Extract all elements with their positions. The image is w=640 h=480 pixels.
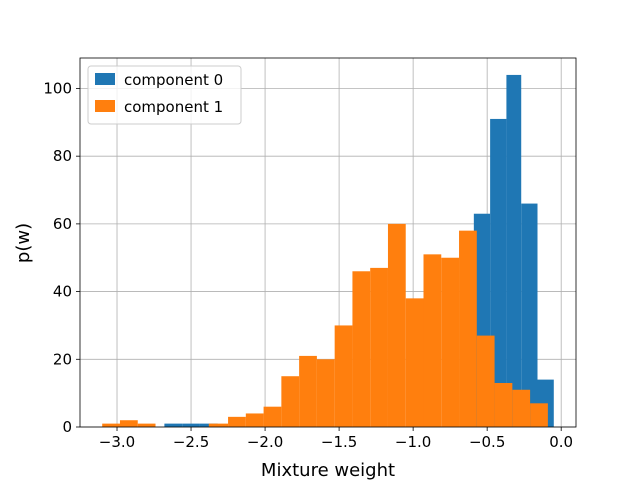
histogram-bar-component-1 [316, 359, 335, 427]
x-tick-label: −2.0 [247, 433, 283, 451]
legend-box [87, 65, 242, 125]
legend-swatch-component-1 [95, 100, 115, 112]
x-tick-label: −3.0 [99, 433, 135, 451]
x-axis-label: Mixture weight [261, 460, 395, 480]
histogram-bar-component-1 [387, 223, 406, 427]
histogram-bar-component-1 [494, 382, 513, 427]
histogram-bar-component-1 [263, 406, 282, 427]
y-axis-label: p(w) [13, 223, 34, 263]
histogram-bar-component-1 [102, 423, 120, 427]
histogram-bar-component-1 [441, 257, 460, 427]
y-tick-label: 0 [62, 418, 72, 436]
y-tick-label: 80 [53, 147, 72, 165]
histogram-bar-component-1 [352, 271, 371, 427]
histogram-bar-component-1 [476, 335, 495, 427]
x-tick-label: −1.5 [321, 433, 357, 451]
x-tick-label: −2.5 [173, 433, 209, 451]
histogram-bar-component-1 [228, 416, 246, 427]
axis-ticks: −3.0 −2.5 −2.0 −1.5 −1.0 −0.5 0.0 0 20 40 60 80 100 [43, 79, 573, 451]
y-tick-label: 20 [53, 350, 72, 368]
legend-label-component-0: component 0 [124, 71, 223, 89]
histogram-bar-component-1 [208, 423, 229, 427]
histogram-bar-component-0 [521, 203, 538, 427]
histogram-bar-component-1 [530, 403, 548, 427]
legend-swatch-component-0 [95, 73, 115, 85]
histogram-bar-component-1 [281, 376, 300, 427]
x-tick-label: 0.0 [549, 433, 573, 451]
x-tick-label: −0.5 [469, 433, 505, 451]
histogram-bar-component-1 [119, 420, 138, 427]
histogram-bar-component-1 [459, 230, 477, 427]
histogram-bars [102, 74, 554, 427]
histogram-bar-component-1 [512, 389, 531, 427]
histogram-bar-component-0 [164, 423, 183, 427]
legend: component 0 component 1 [87, 65, 242, 125]
histogram-bar-component-1 [423, 254, 442, 427]
x-tick-label: −1.0 [395, 433, 431, 451]
histogram-bar-component-1 [405, 298, 424, 427]
legend-label-component-1: component 1 [124, 98, 223, 116]
y-tick-label: 40 [53, 283, 72, 301]
histogram-bar-component-1 [245, 413, 264, 427]
histogram-bar-component-0 [506, 74, 522, 427]
histogram-bar-component-1 [299, 355, 317, 427]
histogram-bar-component-1 [334, 325, 353, 427]
histogram-bar-component-0 [182, 423, 200, 427]
histogram-bar-component-1 [137, 423, 156, 427]
y-tick-label: 60 [53, 215, 72, 233]
y-tick-label: 100 [43, 79, 72, 97]
plot-frame [79, 57, 577, 428]
histogram-bar-component-1 [370, 267, 388, 427]
series-1-bars [102, 223, 548, 427]
